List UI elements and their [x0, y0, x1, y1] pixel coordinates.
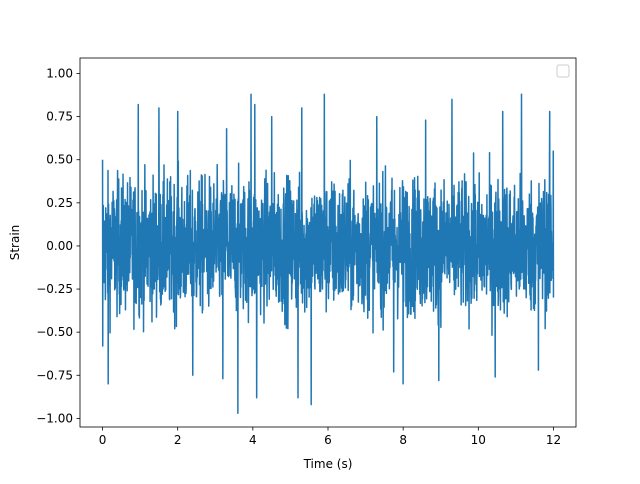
x-tick-label: 4: [249, 433, 257, 447]
y-tick-label: 0.50: [46, 153, 73, 167]
y-tick-label: −1.00: [36, 411, 73, 425]
y-tick-label: 0.75: [46, 110, 73, 124]
x-tick-label: 8: [399, 433, 407, 447]
y-tick-label: 0.25: [46, 196, 73, 210]
x-tick-label: 12: [546, 433, 561, 447]
y-axis: −1.00 −0.75 −0.50 −0.25 0.00 0.25 0.50 0.75 1.00: [36, 67, 80, 425]
y-tick-label: −0.25: [36, 282, 73, 296]
x-tick-label: 0: [99, 433, 107, 447]
x-axis: 0 2 4 6 8 10 12: [99, 427, 561, 447]
x-tick-label: 10: [471, 433, 486, 447]
y-tick-label: −0.75: [36, 368, 73, 382]
x-tick-label: 6: [324, 433, 332, 447]
y-axis-label: Strain: [8, 225, 22, 261]
y-tick-label: 0.00: [46, 239, 73, 253]
y-tick-label: −0.50: [36, 325, 73, 339]
legend-box: [556, 64, 570, 78]
plot-area: [101, 93, 555, 414]
x-tick-label: 2: [174, 433, 182, 447]
strain-series-line: [101, 93, 555, 414]
y-tick-label: 1.00: [46, 67, 73, 81]
x-axis-label: Time (s): [303, 457, 353, 471]
